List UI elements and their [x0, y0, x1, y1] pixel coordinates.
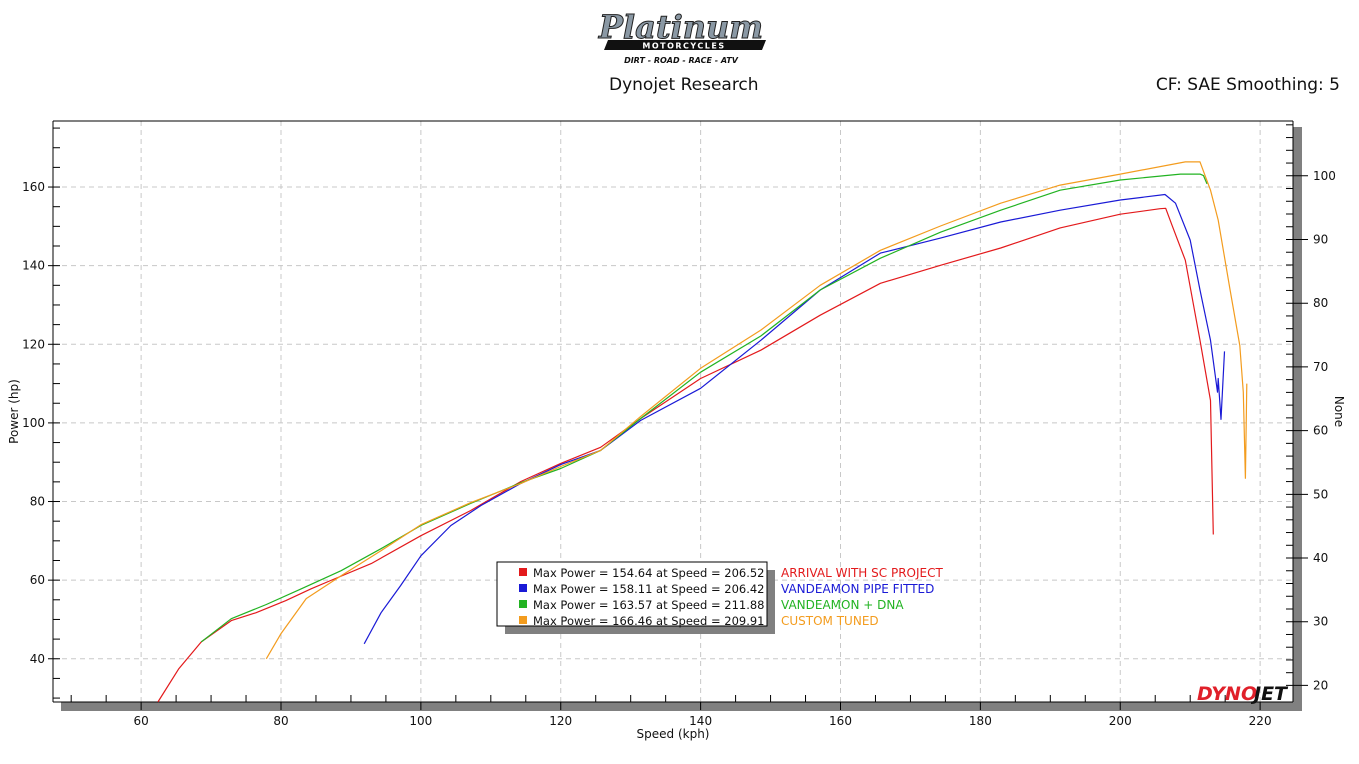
y-tick-label: 40: [30, 652, 45, 666]
series-line-1: [157, 207, 1214, 703]
chart-title: Dynojet Research: [609, 75, 759, 95]
x-tick-label: 200: [1109, 714, 1132, 728]
legend-entry: Max Power = 154.64 at Speed = 206.52: [533, 566, 765, 580]
y-tick-label: 140: [22, 259, 45, 273]
dynojet-logo-jet: JET: [1250, 683, 1289, 705]
legend-entry: Max Power = 166.46 at Speed = 209.91: [533, 614, 765, 628]
x-axis-label: Speed (kph): [637, 727, 710, 741]
dynojet-logo-dyno: DYNO: [1197, 683, 1257, 705]
x-tick-label: 220: [1249, 714, 1272, 728]
series-name-label: VANDEAMON + DNA: [781, 598, 904, 612]
y-tick-label: 80: [30, 495, 45, 509]
y2-tick-label: 60: [1313, 424, 1328, 438]
svg-text:MOTORCYCLES: MOTORCYCLES: [642, 42, 725, 51]
series-name-label: ARRIVAL WITH SC PROJECT: [781, 566, 943, 580]
y-tick-label: 120: [22, 337, 45, 351]
legend-box: [496, 561, 768, 627]
y2-tick-label: 100: [1313, 169, 1336, 183]
x-tick-label: 100: [409, 714, 432, 728]
y-tick-label: 60: [30, 573, 45, 587]
y2-tick-label: 70: [1313, 360, 1328, 374]
legend-entry: Max Power = 163.57 at Speed = 211.88: [533, 598, 765, 612]
series-name-label: VANDEAMON PIPE FITTED: [781, 582, 934, 596]
y2-tick-label: 40: [1313, 551, 1328, 565]
x-tick-label: 160: [829, 714, 852, 728]
y2-tick-label: 50: [1313, 487, 1328, 501]
correction-settings: CF: SAE Smoothing: 5: [1155, 75, 1340, 95]
x-tick-label: 120: [549, 714, 572, 728]
y-axis-label: Power (hp): [7, 379, 21, 444]
legend-swatch: [519, 568, 527, 576]
series-line-3: [200, 173, 1208, 643]
x-tick-label: 80: [273, 714, 288, 728]
svg-text:DIRT - ROAD - RACE - ATV: DIRT - ROAD - RACE - ATV: [624, 56, 739, 65]
series-name-label: CUSTOM TUNED: [781, 614, 879, 628]
legend-swatch: [519, 616, 527, 624]
platinum-motorcycles-logo: Platinum MOTORCYCLES DIRT - ROAD - RACE …: [597, 8, 766, 65]
legend-swatch: [519, 600, 527, 608]
y2-tick-label: 90: [1313, 232, 1328, 246]
y2-tick-label: 20: [1313, 678, 1328, 692]
series-line-4: [265, 161, 1248, 660]
y-tick-label: 100: [22, 416, 45, 430]
legend-swatch: [519, 584, 527, 592]
x-tick-label: 60: [133, 714, 148, 728]
x-tick-label: 140: [689, 714, 712, 728]
svg-text:Platinum: Platinum: [598, 8, 763, 46]
y2-tick-label: 80: [1313, 296, 1328, 310]
y2-axis-label: None: [1332, 396, 1346, 427]
frame-shadow-right: [1293, 127, 1302, 711]
y-tick-label: 160: [22, 180, 45, 194]
y2-tick-label: 30: [1313, 615, 1328, 629]
legend-entry: Max Power = 158.11 at Speed = 206.42: [533, 582, 765, 596]
x-tick-label: 180: [969, 714, 992, 728]
frame-shadow-bottom: [61, 702, 1301, 711]
series-line-2: [363, 193, 1226, 645]
